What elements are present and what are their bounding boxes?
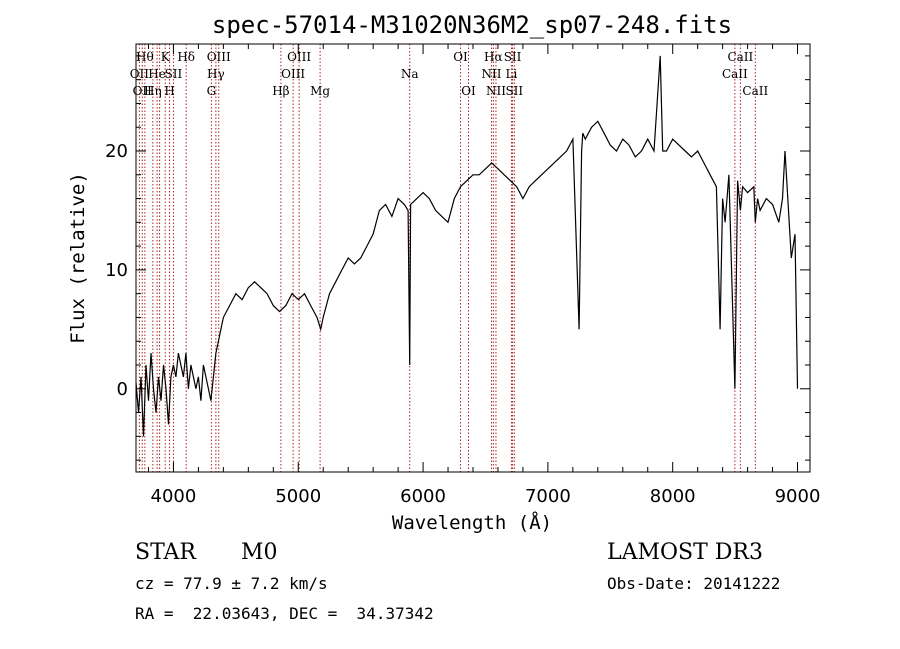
spectral-line-label: Mg xyxy=(310,84,330,98)
axis-ticks: 4000 5000 6000 7000 8000 9000 0 10 20 xyxy=(105,44,820,507)
spectral-line-label: SII xyxy=(505,84,523,98)
spectral-line-label: CaII xyxy=(722,67,748,81)
observation-date: Obs-Date: 20141222 xyxy=(607,574,781,593)
object-subclass: M0 xyxy=(241,540,278,565)
spectral-line-label: OIII xyxy=(287,50,311,64)
spectral-line-label: CaII xyxy=(727,50,753,64)
spectral-line-label: G xyxy=(207,84,217,98)
spectral-line-label: OI xyxy=(461,84,476,98)
x-axis-label: Wavelength (Å) xyxy=(392,511,552,534)
spectral-line-labels: OII OII Hθ Hη He K H SII Hδ G Hγ OIII Hβ OIII OIII Mg Na… xyxy=(130,50,769,98)
chart-title: spec-57014-M31020N36M2_sp07-248.fits xyxy=(212,11,732,39)
y-tick-label: 10 xyxy=(105,260,128,281)
spectral-line-label: Hη xyxy=(144,84,162,98)
spectral-line-label: K xyxy=(161,50,171,64)
spectral-line-label: NII xyxy=(486,84,506,98)
sky-coordinates: RA = 22.03643, DEC = 34.37342 xyxy=(135,604,434,623)
spectral-line-label: Hθ xyxy=(136,50,154,64)
spectral-line-label: SII xyxy=(165,67,183,81)
spectrum-series-line xyxy=(135,55,799,437)
x-tick-label: 8000 xyxy=(650,486,696,507)
x-tick-label: 6000 xyxy=(400,486,446,507)
spectral-line-label: OIII xyxy=(281,67,305,81)
x-tick-label: 5000 xyxy=(275,486,321,507)
redshift-velocity: cz = 77.9 ± 7.2 km/s xyxy=(135,574,328,593)
spectral-line-label: Na xyxy=(401,67,419,81)
y-tick-label: 20 xyxy=(105,141,128,162)
spectral-line-label: He xyxy=(148,67,166,81)
spectral-line-label: NII xyxy=(481,67,501,81)
object-class: STAR xyxy=(135,540,196,565)
spectral-line-label: Hδ xyxy=(177,50,195,64)
spectral-line-label: CaII xyxy=(742,84,768,98)
plot-frame xyxy=(135,43,811,473)
spectral-line-label: Hβ xyxy=(272,84,289,98)
y-axis-label: Flux (relative) xyxy=(67,172,89,344)
spectral-line-markers xyxy=(138,44,756,472)
x-tick-label: 4000 xyxy=(151,486,197,507)
spectral-line-label: OII xyxy=(133,84,153,98)
spectral-line-label: OII xyxy=(130,67,150,81)
spectral-line-label: Hγ xyxy=(207,67,225,81)
spectral-line-label: SII xyxy=(504,50,522,64)
x-tick-label: 7000 xyxy=(525,486,571,507)
spectral-line-label: OIII xyxy=(207,50,231,64)
y-tick-label: 0 xyxy=(117,379,128,400)
survey-name: LAMOST DR3 xyxy=(607,540,763,565)
spectral-line-label: H xyxy=(164,84,174,98)
spectral-line-label: Li xyxy=(506,67,518,81)
x-tick-label: 9000 xyxy=(775,486,821,507)
spectral-line-label: OI xyxy=(453,50,468,64)
spectral-line-label: Hα xyxy=(484,50,503,64)
